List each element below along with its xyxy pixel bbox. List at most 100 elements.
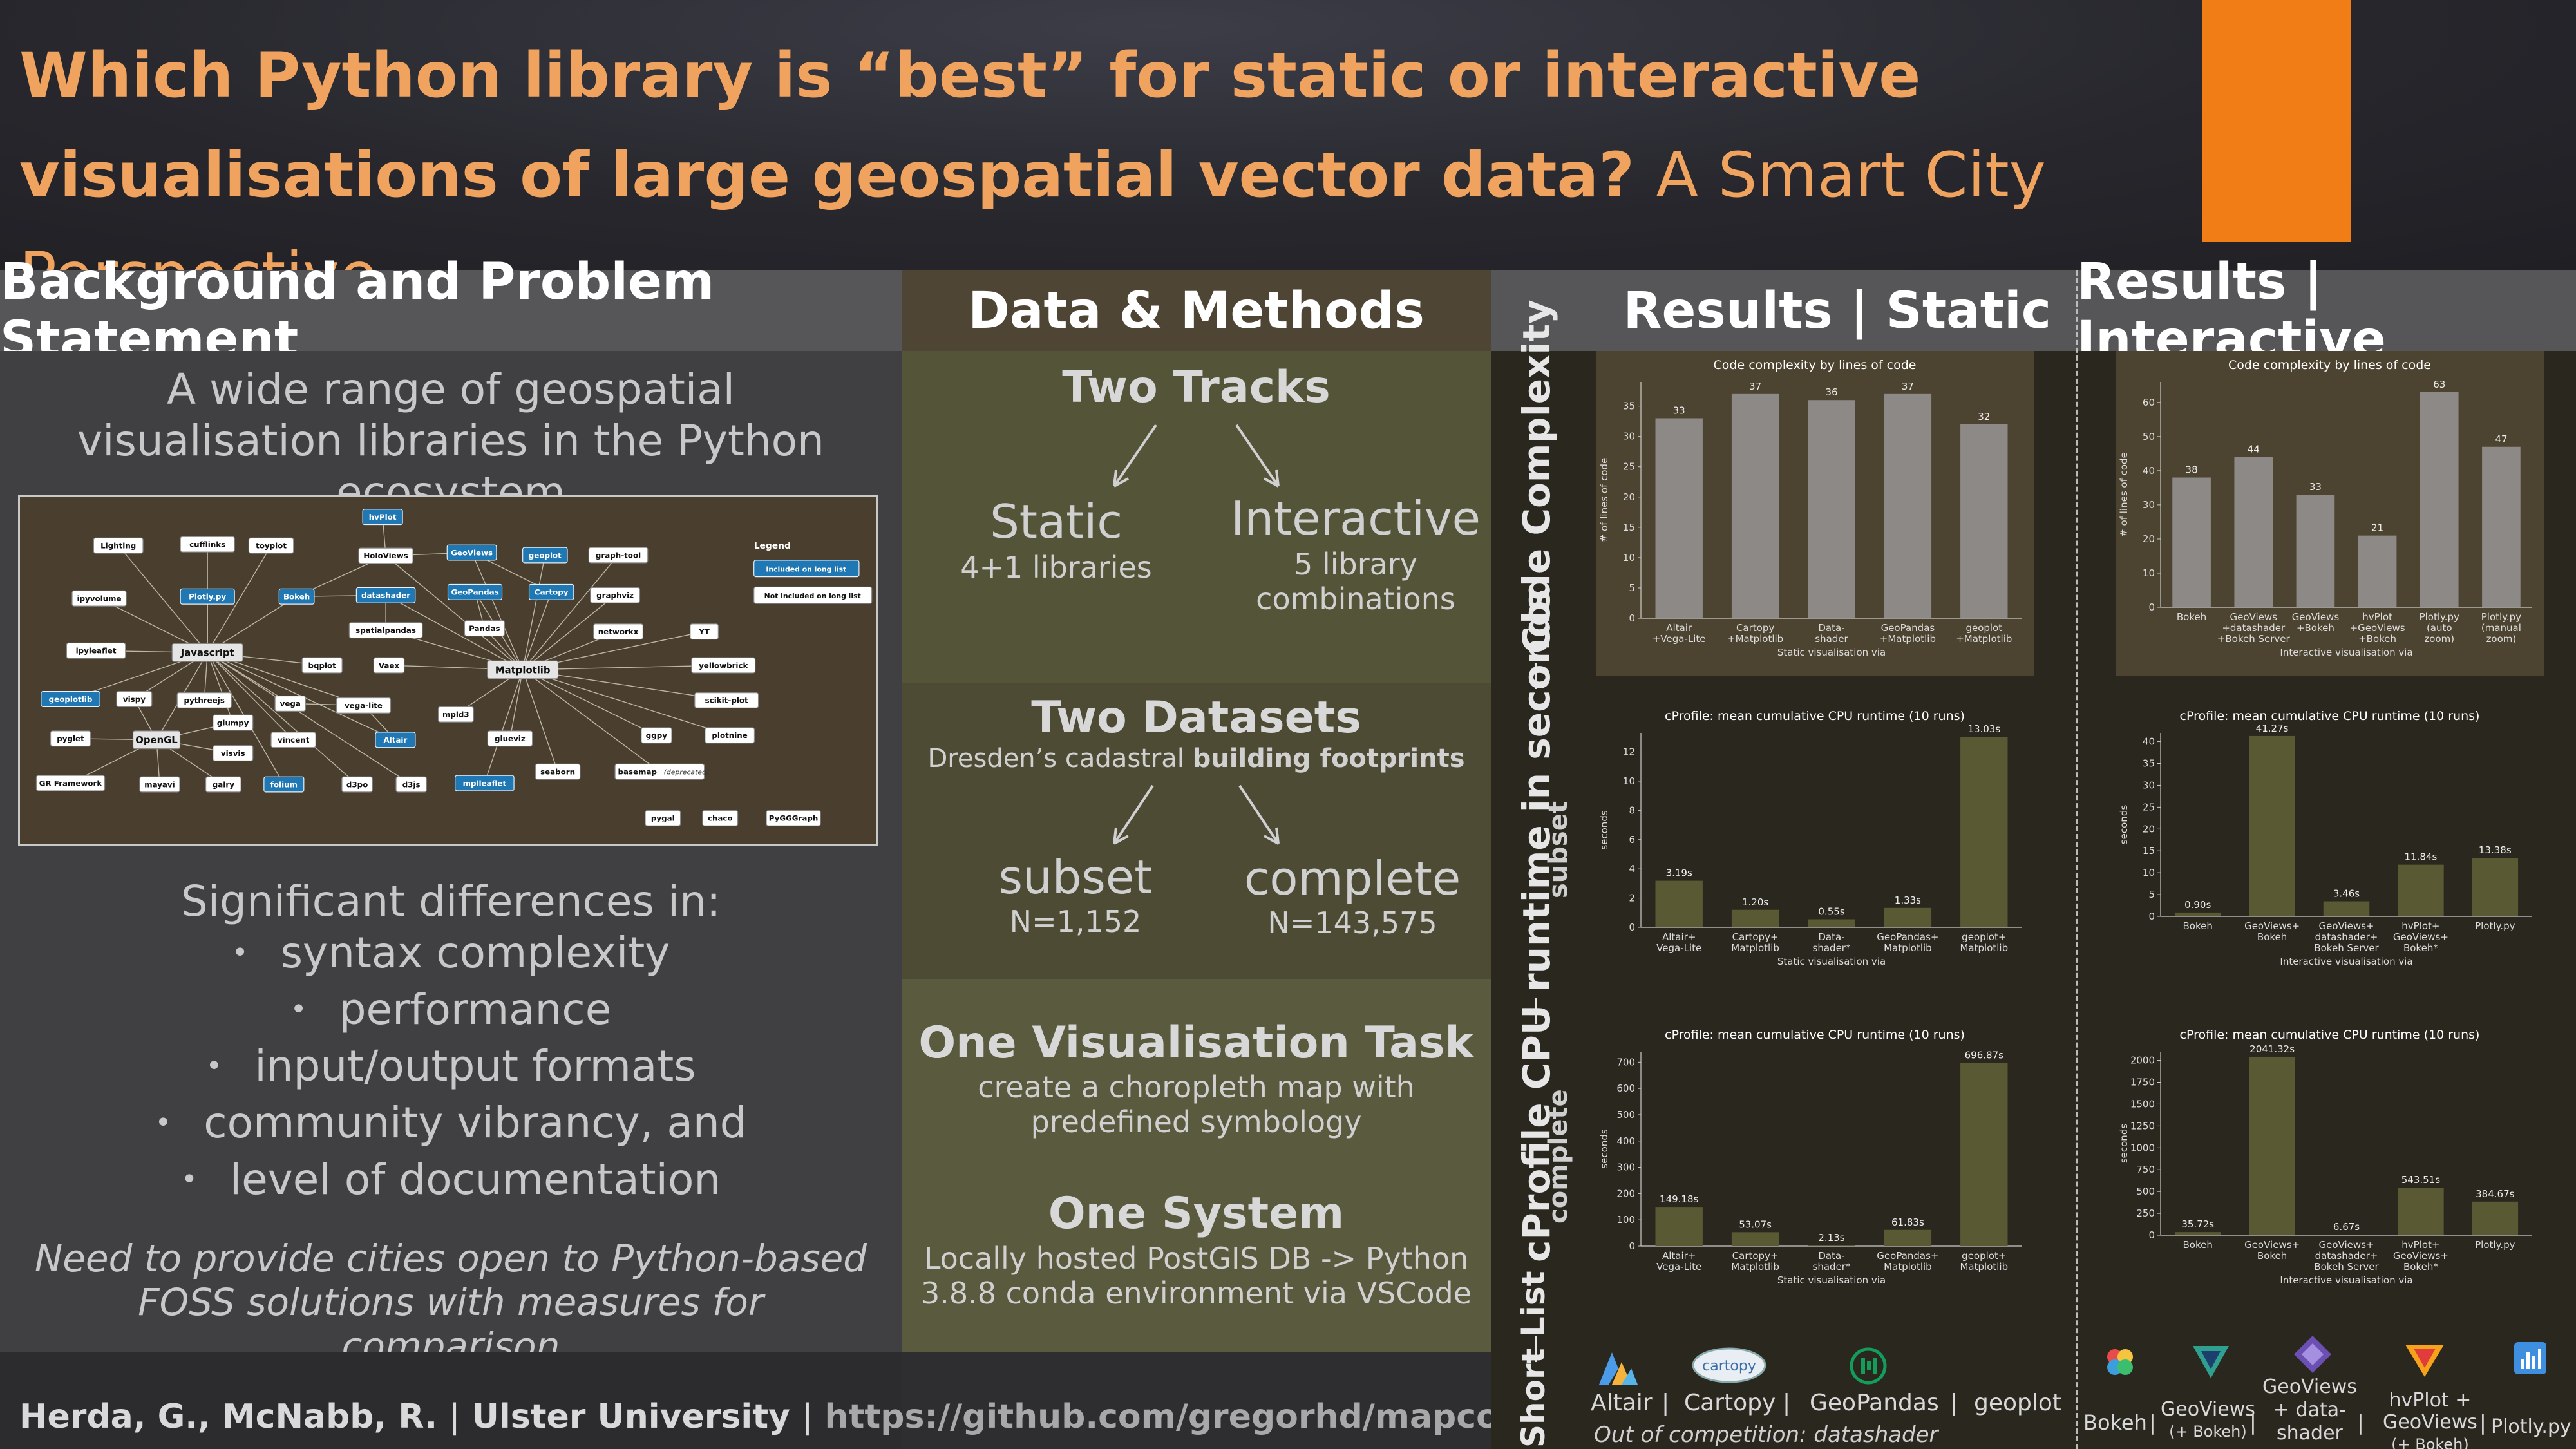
diagram-node-label: YT bbox=[698, 627, 710, 636]
diagram-node-ipyleaflet: ipyleaflet bbox=[66, 642, 126, 659]
x-tick-label: Plotly.py bbox=[2420, 611, 2459, 623]
chart-title: cProfile: mean cumulative CPU runtime (1… bbox=[1665, 709, 1965, 723]
x-tick-label: Cartopy+ bbox=[1732, 1250, 1779, 1262]
x-tick-label: GeoViews+ bbox=[2393, 1250, 2448, 1262]
y-tick-label: 500 bbox=[2136, 1186, 2155, 1197]
header-data-methods: Data & Methods bbox=[902, 270, 1491, 351]
footer-credits: Herda, G., McNabb, R. | Ulster University |… bbox=[19, 1397, 1620, 1436]
diagram-node-label: yellowbrick bbox=[699, 661, 748, 670]
diagram-node-label: mpld3 bbox=[442, 710, 469, 719]
diagram-node-label: Javascript bbox=[180, 648, 234, 659]
short-list-geoviews-line1: GeoViews bbox=[2161, 1398, 2255, 1421]
y-tick-label: 30 bbox=[2143, 779, 2155, 791]
diagram-node-cartopy: Cartopy bbox=[528, 583, 574, 600]
need-statement: Need to provide cities open to Python-ba… bbox=[34, 1236, 867, 1368]
diagram-edge bbox=[509, 669, 524, 739]
chart-svg-inter_complete: cProfile: mean cumulative CPU runtime (1… bbox=[2116, 1021, 2544, 1304]
y-tick-label: 10 bbox=[2143, 567, 2155, 579]
diagram-node-label: ggpy bbox=[646, 731, 667, 740]
datasets-arrows bbox=[1113, 784, 1280, 845]
bar bbox=[1731, 909, 1779, 927]
repo-link[interactable]: https://github.com/gregorhd/mapcompare bbox=[824, 1397, 1620, 1436]
bar bbox=[2323, 901, 2370, 916]
x-tick-label: GeoViews+ bbox=[2393, 931, 2448, 943]
y-tick-label: 250 bbox=[2136, 1208, 2155, 1219]
difference-item: community vibrancy, and bbox=[0, 1097, 902, 1154]
short-list-hvplot-line1: hvPlot + bbox=[2389, 1389, 2472, 1412]
y-tick-label: 50 bbox=[2143, 431, 2155, 442]
bar bbox=[1960, 424, 2008, 618]
bar-value-label: 3.46s bbox=[2333, 888, 2360, 900]
bar bbox=[1884, 393, 1932, 618]
y-tick-label: 25 bbox=[2143, 801, 2155, 813]
x-tick-label: Vega-Lite bbox=[1656, 942, 1701, 954]
diagram-node-label: graphviz bbox=[596, 591, 634, 600]
diagram-node-d3js: d3js bbox=[395, 776, 427, 793]
x-tick-label: +Bokeh Server bbox=[2217, 633, 2291, 645]
diagram-edge bbox=[522, 594, 616, 670]
x-tick-label: Data- bbox=[1818, 622, 1844, 634]
geopandas-logo-icon bbox=[1850, 1347, 1887, 1385]
y-tick-label: 1750 bbox=[2130, 1077, 2155, 1088]
bar-value-label: 33 bbox=[2309, 481, 2322, 493]
bar-value-label: 35.72s bbox=[2181, 1218, 2214, 1230]
y-axis-label: seconds bbox=[2118, 1124, 2130, 1163]
diagram-node-label: Pandas bbox=[469, 624, 500, 633]
bar bbox=[2482, 446, 2521, 607]
authors: Herda, G., McNabb, R. bbox=[19, 1397, 438, 1436]
y-tick-label: 10 bbox=[2143, 867, 2155, 878]
diagram-node-label: OpenGL bbox=[135, 735, 178, 746]
short-list-geoviews: GeoViews (+ Bokeh) bbox=[2161, 1399, 2255, 1443]
diagram-node-label: plotnine bbox=[712, 731, 747, 740]
diagram-node-label: pythreejs bbox=[184, 696, 225, 705]
out-of-competition-note: Out of competition: datashader bbox=[1594, 1422, 1938, 1448]
bar-value-label: 53.07s bbox=[1739, 1218, 1772, 1230]
bar-value-label: 38 bbox=[2186, 464, 2198, 475]
bar bbox=[1655, 880, 1703, 927]
x-tick-label: Bokeh bbox=[2177, 611, 2206, 623]
x-tick-label: Bokeh* bbox=[2403, 1261, 2438, 1273]
x-tick-label: zoom) bbox=[2424, 633, 2454, 645]
diagram-node-label: HoloViews bbox=[363, 551, 408, 560]
short-list-separator: | bbox=[1950, 1390, 1958, 1416]
tracks-panel bbox=[902, 351, 1491, 683]
bar-value-label: 149.18s bbox=[1660, 1193, 1698, 1205]
short-list-gvds-line1: GeoViews bbox=[2262, 1376, 2357, 1398]
diagram-node-pyglet: pyglet bbox=[50, 730, 91, 747]
diagram-node-label: folium bbox=[270, 780, 298, 789]
tracks-title: Two Tracks bbox=[1062, 362, 1331, 413]
y-tick-label: 20 bbox=[2143, 823, 2155, 835]
bar-value-label: 11.84s bbox=[2405, 851, 2438, 863]
diagram-node-pygggraph: PyGGGraph bbox=[766, 810, 821, 826]
task-title: One Visualisation Task bbox=[918, 1018, 1474, 1068]
interactive-track-sub-2: combinations bbox=[1256, 582, 1455, 616]
static-track-sub: 4+1 libraries bbox=[960, 550, 1152, 585]
diagram-node-plotlypy: Plotly.py bbox=[180, 588, 235, 605]
y-tick-label: 500 bbox=[1616, 1109, 1635, 1121]
diagram-node-label: d3js bbox=[402, 780, 421, 789]
x-axis-label: Interactive visualisation via bbox=[2280, 956, 2412, 967]
diagram-edge bbox=[522, 669, 660, 772]
x-tick-label: GeoViews bbox=[2230, 611, 2278, 623]
x-tick-label: Plotly.py bbox=[2481, 611, 2521, 623]
bar bbox=[1731, 393, 1779, 618]
difference-item: level of documentation bbox=[0, 1154, 902, 1211]
cartopy-logo-icon: cartopy bbox=[1692, 1347, 1766, 1383]
chart-title: cProfile: mean cumulative CPU runtime (1… bbox=[1665, 1028, 1965, 1042]
x-axis-label: Interactive visualisation via bbox=[2280, 1274, 2412, 1286]
row-sublabel-complete: complete bbox=[1544, 1089, 1573, 1224]
y-tick-label: 0 bbox=[2148, 601, 2155, 613]
diagram-node-label: Bokeh bbox=[283, 592, 310, 601]
diagram-node-label: Vaex bbox=[379, 661, 400, 670]
diagram-node-label: spatialpandas bbox=[355, 626, 416, 635]
x-tick-label: Matplotlib bbox=[1731, 942, 1779, 954]
diagram-node-lighting: Lighting bbox=[93, 537, 144, 554]
x-tick-label: +Matplotlib bbox=[1956, 633, 2012, 645]
diagram-node-cufflinks: cufflinks bbox=[180, 536, 235, 553]
plotly-logo-icon bbox=[2514, 1342, 2546, 1374]
diagram-node-geoviews: GeoViews bbox=[446, 544, 497, 561]
diagram-node-label: pygal bbox=[651, 814, 675, 823]
chart-background bbox=[2116, 1021, 2544, 1304]
bar bbox=[1808, 919, 1855, 927]
complete-label: complete bbox=[1244, 851, 1461, 905]
